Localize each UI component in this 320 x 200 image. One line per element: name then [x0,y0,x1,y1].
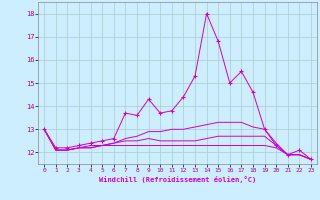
X-axis label: Windchill (Refroidissement éolien,°C): Windchill (Refroidissement éolien,°C) [99,176,256,183]
